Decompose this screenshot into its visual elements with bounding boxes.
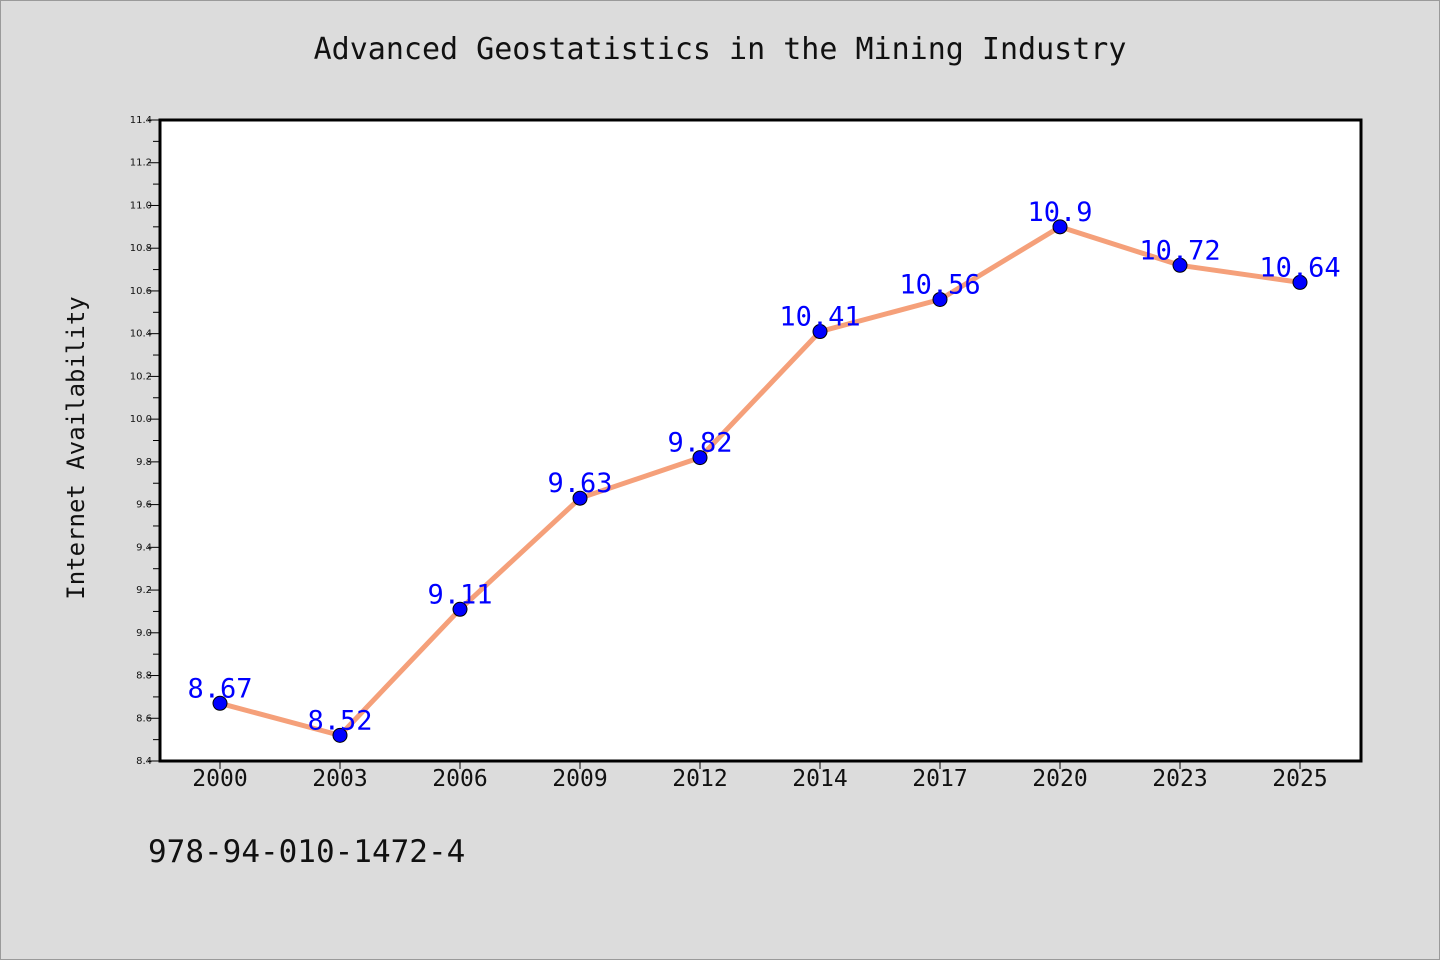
x-tick-label: 2025 <box>1272 766 1327 792</box>
data-point <box>1172 257 1188 273</box>
data-label: 10.72 <box>1139 235 1220 266</box>
data-point <box>212 695 228 711</box>
y-tick-label: 9.4 <box>136 542 152 553</box>
data-label: 9.11 <box>427 579 492 610</box>
data-label: 8.67 <box>187 673 252 704</box>
y-tick-label: 8.4 <box>136 756 152 767</box>
y-tick-label: 9.0 <box>136 628 152 639</box>
data-point <box>1292 274 1308 290</box>
data-label: 10.41 <box>779 302 860 333</box>
data-label: 10.64 <box>1259 252 1340 283</box>
data-label: 10.56 <box>899 269 980 300</box>
x-tick-label: 2003 <box>312 766 367 792</box>
data-point <box>452 601 468 617</box>
x-tick-label: 2017 <box>912 766 967 792</box>
footer-code: 978-94-010-1472-4 <box>148 834 466 870</box>
chart-title: Advanced Geostatistics in the Mining Ind… <box>313 32 1127 67</box>
data-label: 9.63 <box>547 468 612 499</box>
x-tick-label: 2020 <box>1032 766 1087 792</box>
y-tick-label: 10.2 <box>130 371 152 382</box>
y-tick-label: 9.8 <box>136 457 152 468</box>
x-tick-label: 2014 <box>792 766 847 792</box>
y-tick-label: 10.4 <box>130 329 152 340</box>
data-point <box>932 291 948 307</box>
x-tick-label: 2023 <box>1152 766 1207 792</box>
y-tick-label: 10.6 <box>130 286 152 297</box>
plot-area <box>158 118 1363 763</box>
data-label: 8.52 <box>307 705 372 736</box>
y-tick-label: 11.2 <box>130 158 152 169</box>
data-point <box>692 450 708 466</box>
y-tick-label: 9.2 <box>136 585 152 596</box>
y-tick-label: 10.8 <box>130 243 152 254</box>
data-label: 10.9 <box>1027 197 1092 228</box>
x-tick-label: 2009 <box>552 766 607 792</box>
series-line <box>217 224 1303 738</box>
y-tick-label: 8.6 <box>136 713 152 724</box>
x-tick-label: 2006 <box>432 766 487 792</box>
y-tick-label: 11.0 <box>130 200 152 211</box>
data-point <box>812 324 828 340</box>
x-tick-label: 2000 <box>192 766 247 792</box>
data-point <box>572 490 588 506</box>
y-tick-label: 10.0 <box>130 414 152 425</box>
y-tick-label: 8.8 <box>136 671 152 682</box>
x-tick-label: 2012 <box>672 766 727 792</box>
data-label: 9.82 <box>667 428 732 459</box>
y-tick-label: 11.4 <box>130 115 152 126</box>
y-tick-label: 9.6 <box>136 500 152 511</box>
data-point <box>1052 219 1068 235</box>
data-point <box>332 727 348 743</box>
